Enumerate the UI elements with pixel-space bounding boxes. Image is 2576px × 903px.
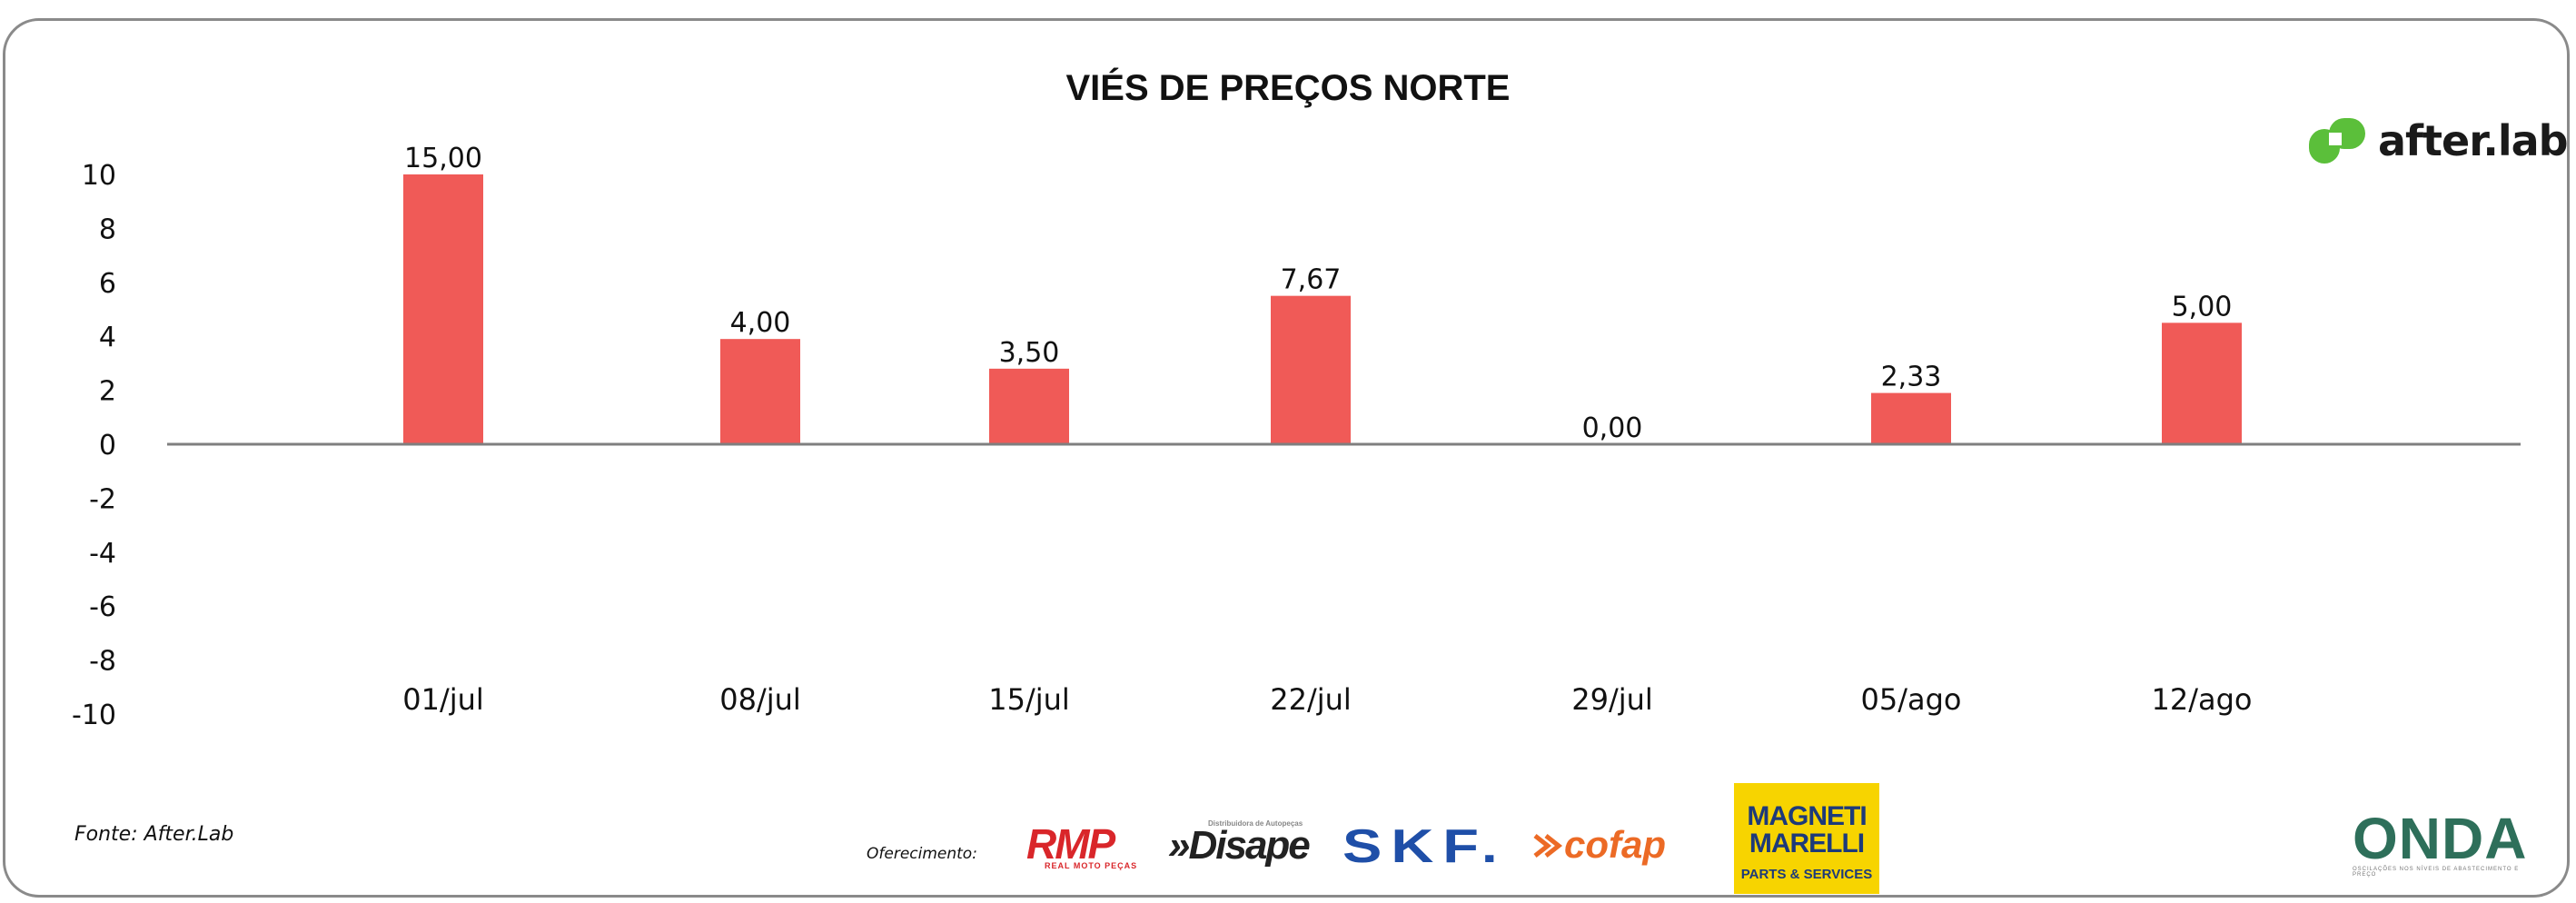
skf-wordmark: SKF. — [1342, 820, 1507, 873]
bar-01/jul — [403, 174, 483, 444]
bar-22/jul — [1271, 295, 1351, 444]
chart-title: VIÉS DE PREÇOS NORTE — [1066, 67, 1511, 108]
y-tick-label: -4 — [89, 538, 116, 570]
category-label: 08/jul — [719, 682, 801, 717]
disape-subtitle: Distribuidora de Autopeças — [1208, 819, 1303, 828]
data-label: 4,00 — [730, 307, 791, 339]
after-lab-mark-icon — [2309, 118, 2365, 164]
category-label: 01/jul — [402, 682, 484, 717]
magneti-subtitle: PARTS & SERVICES — [1740, 867, 1873, 882]
y-tick-label: -6 — [89, 591, 116, 623]
sponsor-label: Oferecimento: — [867, 845, 977, 863]
data-label: 3,50 — [999, 337, 1060, 369]
y-tick-label: -8 — [89, 646, 116, 678]
y-tick-label: 2 — [99, 376, 116, 408]
rmp-logo: RMP REAL MOTO PEÇAS — [1026, 819, 1148, 870]
onda-subtitle: OSCILAÇÕES NOS NÍVEIS DE ABASTECIMENTO E… — [2353, 867, 2520, 878]
bar-08/jul — [720, 339, 800, 444]
after-lab-wordmark: after.lab — [2378, 116, 2569, 165]
data-label: 5,00 — [2172, 291, 2233, 322]
after-lab-logo: after.lab — [2307, 114, 2569, 169]
cofap-wordmark: cofap — [1564, 823, 1667, 866]
bar-12/ago — [2162, 322, 2242, 444]
onda-logo: ONDA OSCILAÇÕES NOS NÍVEIS DE ABASTECIME… — [2353, 805, 2540, 878]
cofap-logo: cofap — [1533, 823, 1706, 868]
rmp-wordmark: RMP — [1026, 820, 1115, 868]
data-label: 0,00 — [1582, 412, 1643, 444]
rmp-subtitle: REAL MOTO PEÇAS — [1045, 861, 1138, 870]
bars — [403, 174, 2242, 444]
disape-wordmark: »Disape — [1168, 823, 1311, 868]
skf-logo: SKF. — [1342, 819, 1515, 873]
chart-frame — [3, 18, 2570, 898]
magneti-marelli-logo: MAGNETI MARELLI PARTS & SERVICES — [1734, 783, 1879, 894]
y-tick-label: -2 — [89, 483, 116, 515]
y-tick-label: 8 — [99, 213, 116, 245]
magneti-wordmark-line2: MARELLI — [1749, 829, 1865, 858]
y-tick-label: 10 — [82, 160, 116, 192]
cofap-mark-icon — [1533, 834, 1563, 858]
y-axis-ticks: 10 8 6 4 2 0 -2 -4 -6 -8 -10 — [72, 160, 116, 731]
magneti-wordmark-line1: MAGNETI — [1747, 801, 1867, 831]
category-label: 05/ago — [1861, 682, 1962, 717]
bar-05/ago — [1871, 392, 1951, 444]
y-tick-label: 6 — [99, 268, 116, 300]
source-note: Fonte: After.Lab — [74, 823, 234, 846]
y-tick-label: 0 — [99, 430, 116, 461]
category-labels: 01/jul 08/jul 15/jul 22/jul 29/jul 05/ago 12/a… — [402, 682, 2252, 717]
disape-logo: Distribuidora de Autopeças »Disape — [1168, 819, 1328, 870]
category-label: 22/jul — [1270, 682, 1352, 717]
onda-wordmark: ONDA — [2353, 806, 2528, 871]
data-label: 7,67 — [1281, 264, 1342, 296]
data-label: 2,33 — [1881, 362, 1942, 393]
y-tick-label: 4 — [99, 322, 116, 353]
y-tick-label: -10 — [72, 700, 116, 731]
data-labels: 15,00 4,00 3,50 7,67 0,00 2,33 5,00 — [404, 143, 2232, 444]
bar-15/jul — [989, 368, 1069, 444]
category-label: 12/ago — [2152, 682, 2253, 717]
data-label: 15,00 — [404, 143, 482, 174]
category-label: 29/jul — [1571, 682, 1653, 717]
category-label: 15/jul — [988, 682, 1070, 717]
